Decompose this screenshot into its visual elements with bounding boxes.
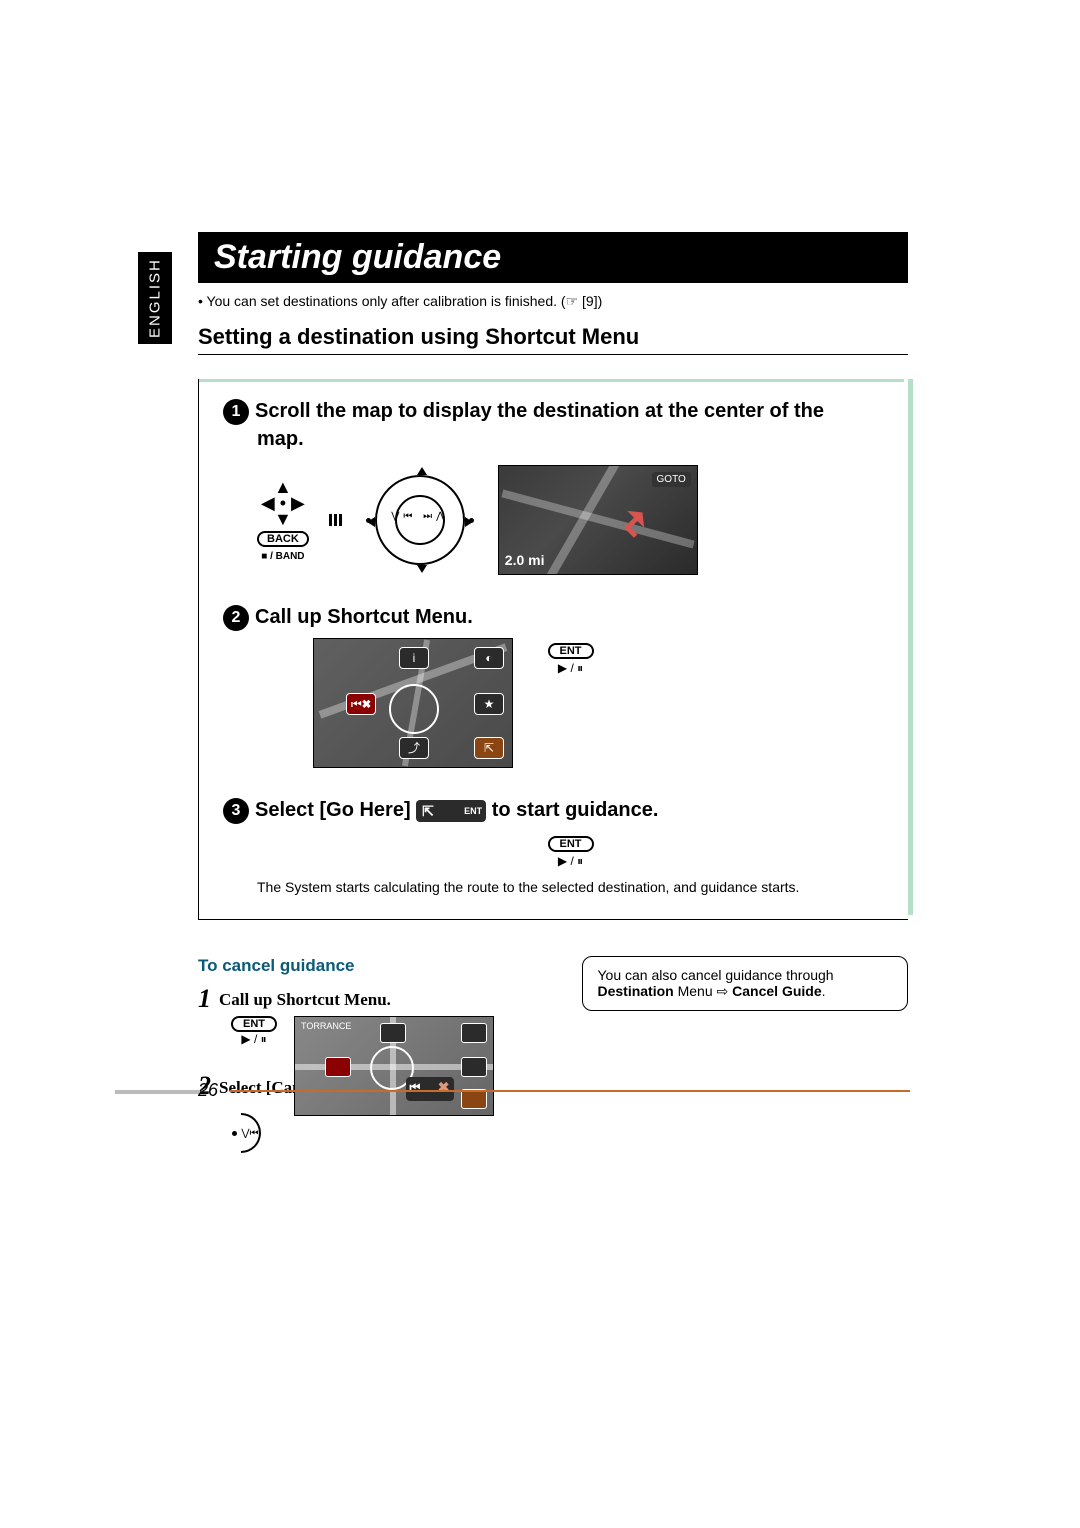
step1-controls: ▲◀ • ▶▼ BACK ■ / BAND ⋁⏮ ⏭⋀ xyxy=(257,465,884,575)
title-text: Starting guidance xyxy=(214,238,501,276)
bar-indicator xyxy=(329,514,342,526)
cancel-map-preview: TORRANCE xyxy=(294,1016,494,1116)
cancel-step1-text: Call up Shortcut Menu. xyxy=(219,984,391,1010)
play-pause-icon: ▶ / ⏸ xyxy=(241,1032,266,1047)
step-num-3: 3 xyxy=(223,798,249,824)
ent-cluster-3: ENT ▶ / ⏸ xyxy=(257,836,884,869)
band-label: ■ / BAND xyxy=(261,551,304,562)
step1-heading: 1 Scroll the map to display the destinati… xyxy=(223,397,884,453)
menu-info-icon xyxy=(380,1023,406,1043)
play-pause-icon: ▶ / ⏸ xyxy=(558,854,583,869)
go-here-icon: ENT xyxy=(416,800,486,822)
page-content: Starting guidance • You can set destinat… xyxy=(138,232,908,1153)
menu-ent-icon: ⇱ xyxy=(474,737,504,759)
menu-cancel-icon xyxy=(325,1057,351,1077)
push-indicator: ⋁⏮ xyxy=(232,1113,261,1153)
menu-cancel-icon: ⏮✖ xyxy=(346,693,376,715)
steps-box: 1 Scroll the map to display the destinati… xyxy=(198,379,908,920)
ent-button[interactable]: ENT xyxy=(548,643,594,659)
step3-heading: 3 Select [Go Here] ENT to start guidance. xyxy=(223,796,884,824)
menu-poi-icon xyxy=(461,1023,487,1043)
map-scale: 2.0 mi xyxy=(505,552,545,568)
map-preview-1: 2.0 mi GOTO xyxy=(498,465,698,575)
side-note-line1: You can also cancel guidance through xyxy=(597,967,833,983)
section-subtitle: Setting a destination using Shortcut Men… xyxy=(198,324,908,355)
step3-text-b: to start guidance. xyxy=(492,799,659,821)
menu-fav-icon: ★ xyxy=(474,693,504,715)
play-pause-icon: ▶ / ⏸ xyxy=(558,661,583,676)
menu-poi-icon: ◐ xyxy=(474,647,504,669)
title-bar: Starting guidance xyxy=(198,232,908,283)
menu-ent-icon xyxy=(461,1089,487,1109)
footer-line-left xyxy=(115,1090,200,1094)
note-ref: ☞ [9] xyxy=(566,293,598,309)
side-note-end: . xyxy=(822,983,826,999)
side-note-cancel: Cancel Guide xyxy=(732,983,821,999)
step-num-2: 2 xyxy=(223,605,249,631)
menu-info-icon: i xyxy=(399,647,429,669)
note-text: You can set destinations only after cali… xyxy=(207,293,566,309)
back-button[interactable]: BACK xyxy=(257,531,309,547)
cancel-step-1: 1 Call up Shortcut Menu. xyxy=(198,984,562,1014)
map-cursor-icon xyxy=(389,684,439,734)
ent-button[interactable]: ENT xyxy=(231,1016,277,1032)
side-note-mid: Menu ⇨ xyxy=(674,983,732,999)
map-label: TORRANCE xyxy=(301,1021,351,1031)
menu-route-icon: ⤴ xyxy=(399,737,429,759)
dpad-cluster: ▲◀ • ▶▼ BACK ■ / BAND xyxy=(257,479,309,562)
map-goto-badge: GOTO xyxy=(652,472,691,487)
step3-text-a: Select [Go Here] xyxy=(255,799,416,821)
wheel-control[interactable]: ⋁⏮ ⏭⋀ xyxy=(362,475,478,565)
half-wheel-icon: ⋁⏮ xyxy=(241,1113,261,1153)
calibration-note: • You can set destinations only after ca… xyxy=(198,293,908,310)
step2-heading: 2 Call up Shortcut Menu. xyxy=(223,603,884,631)
cancel-heading: To cancel guidance xyxy=(198,956,562,976)
step1-text-b: map. xyxy=(257,425,884,453)
menu-fav-icon xyxy=(461,1057,487,1077)
ent-cluster-cancel: ENT ▶ / ⏸ xyxy=(230,1016,278,1047)
step-num-1: 1 xyxy=(223,399,249,425)
dpad-icon: ▲◀ • ▶▼ xyxy=(261,479,305,527)
footer-line-right xyxy=(230,1090,910,1092)
cancel-step1-num: 1 xyxy=(198,984,211,1014)
note-close: ) xyxy=(598,293,603,309)
cancel-guidance-icon xyxy=(406,1077,454,1101)
ent-button[interactable]: ENT xyxy=(548,836,594,852)
shortcut-menu-map: i ◐ ★ ⇱ ⤴ ⏮✖ xyxy=(313,638,513,768)
step1-text-a: Scroll the map to display the destinatio… xyxy=(255,400,824,422)
side-note-dest: Destination xyxy=(597,983,673,999)
system-note: The System starts calculating the route … xyxy=(257,879,884,895)
step2-text: Call up Shortcut Menu. xyxy=(255,606,473,628)
side-note-box: You can also cancel guidance through Des… xyxy=(582,956,908,1011)
page-number: 26 xyxy=(198,1080,218,1101)
cancel-section: To cancel guidance 1 Call up Shortcut Me… xyxy=(198,956,908,1153)
